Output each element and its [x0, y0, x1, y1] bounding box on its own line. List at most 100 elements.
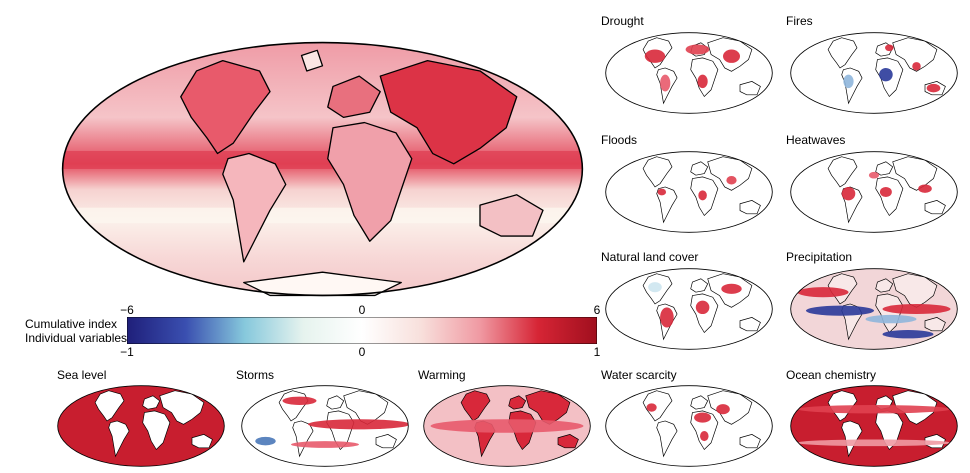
continent-outline [924, 200, 946, 215]
map-border [57, 385, 225, 467]
panel-title-precipitation: Precipitation [786, 250, 853, 264]
hotspot [885, 44, 894, 52]
map-sea-level [56, 384, 226, 468]
map-floods [604, 150, 774, 234]
continent-outline [892, 273, 938, 308]
hotspot [695, 300, 710, 315]
continent-outline [642, 156, 673, 188]
hotspot [806, 305, 874, 316]
panel-map-svg [57, 385, 225, 467]
continent-outline [508, 395, 527, 410]
hotspot [282, 396, 317, 405]
panel-map-svg [605, 268, 773, 350]
colorbar-top-tick: 0 [358, 303, 366, 317]
main-map [60, 40, 585, 298]
hotspot [660, 307, 674, 328]
hotspot [843, 74, 854, 89]
hotspot [879, 67, 893, 82]
hotspot [882, 303, 951, 315]
continent-outline [159, 390, 205, 425]
main-map-svg [61, 41, 584, 297]
continent-outline [690, 161, 709, 176]
hotspot [723, 49, 740, 63]
map-drought [604, 31, 774, 115]
continent-outline [924, 317, 946, 332]
panel-title-natural-land-cover: Natural land cover [601, 250, 699, 264]
map-border [790, 32, 958, 114]
map-border [605, 268, 773, 350]
panel-map-svg [241, 385, 409, 467]
panel-map-svg [605, 151, 773, 233]
continent-outline [343, 390, 389, 425]
continent-outline [739, 434, 761, 449]
panel-map-svg [790, 385, 958, 467]
continent-outline [94, 390, 125, 422]
hotspot [697, 74, 708, 89]
map-border [790, 385, 958, 467]
hotspot [308, 419, 409, 430]
continent-outline [690, 278, 709, 293]
map-border [790, 151, 958, 233]
hotspot [255, 436, 276, 446]
panel-title-heatwaves: Heatwaves [786, 133, 846, 147]
panel-title-drought: Drought [601, 14, 644, 28]
hotspot [700, 431, 709, 442]
main-map-land [180, 49, 544, 297]
continent-outline [739, 317, 761, 332]
continent-outline [642, 390, 673, 422]
map-fires [789, 31, 959, 115]
hotspot [918, 184, 932, 193]
panel-map-svg [790, 151, 958, 233]
colorbar-label-top: Cumulative index [25, 317, 118, 331]
panel-title-floods: Floods [601, 133, 638, 147]
hotspot [657, 188, 667, 196]
continent-outline [875, 278, 894, 293]
hotspot [882, 330, 934, 339]
hotspot [797, 439, 951, 447]
map-warming [422, 384, 592, 468]
map-border [605, 151, 773, 233]
hotspot [797, 405, 951, 414]
continent-outline [142, 410, 171, 451]
continent-outline [142, 395, 161, 410]
hotspot [648, 282, 662, 293]
map-water-scarcity [604, 384, 774, 468]
map-precipitation [789, 267, 959, 351]
hotspot [694, 412, 712, 423]
hotspot [726, 176, 737, 185]
map-border [241, 385, 409, 467]
colorbar-bottom-tick: 1 [593, 345, 601, 359]
map-storms [240, 384, 410, 468]
panel-map-svg [790, 32, 958, 114]
continent-outline [656, 420, 678, 458]
panel-title-storms: Storms [236, 368, 275, 382]
continent-outline [827, 156, 858, 188]
hotspot [912, 62, 921, 71]
colorbar-gradient [127, 317, 597, 344]
continent-outline [875, 161, 894, 176]
continent-outline [525, 390, 571, 425]
map-border [790, 268, 958, 350]
hotspot [868, 171, 880, 179]
continent-outline [108, 420, 130, 458]
hotspot [841, 186, 856, 201]
panel-map-svg [790, 268, 958, 350]
map-border [605, 385, 773, 467]
continent-outline [557, 434, 579, 449]
hotspot [865, 314, 917, 324]
continent-outline [827, 37, 858, 69]
continent-outline [690, 395, 709, 410]
hotspot [926, 83, 941, 93]
hotspot [660, 74, 671, 92]
colorbar-top-tick: 6 [593, 303, 601, 317]
hotspot [698, 190, 707, 201]
map-border [605, 32, 773, 114]
continent-outline [841, 420, 863, 458]
continent-outline [707, 156, 753, 191]
hotspot [797, 287, 849, 298]
colorbar-top-tick: −6 [120, 303, 134, 317]
panel-title-warming: Warming [418, 368, 466, 382]
hotspot [879, 186, 892, 198]
panel-title-sea-level: Sea level [57, 368, 107, 382]
hotspot [291, 441, 359, 448]
